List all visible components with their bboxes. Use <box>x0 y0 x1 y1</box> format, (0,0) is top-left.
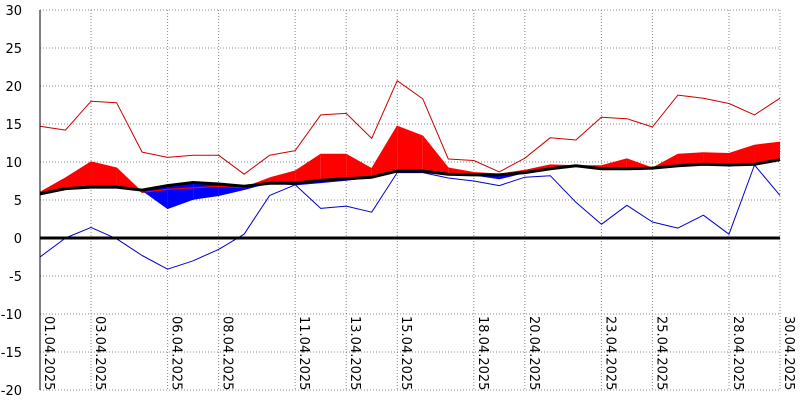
warm-anomaly-area <box>677 152 704 166</box>
y-tick-label: 5 <box>14 194 22 209</box>
x-tick-label: 03.04.2025 <box>92 316 107 390</box>
y-tick-label: 10 <box>5 156 22 171</box>
x-tick-label: 15.04.2025 <box>398 316 413 390</box>
x-tick-label: 18.04.2025 <box>475 316 490 390</box>
warm-anomaly-area <box>91 162 117 188</box>
warm-anomaly-area <box>295 154 321 184</box>
warm-anomaly-area <box>269 171 296 184</box>
warm-anomaly-area <box>754 142 780 165</box>
tick-labels: 30 25 20 15 10 5 0 -5 -10 -15 -20 01.04.2025 03.04.2… <box>1 4 796 399</box>
x-tick-label: 06.04.2025 <box>169 316 184 390</box>
y-tick-label: -5 <box>9 270 22 285</box>
y-tick-label: -15 <box>1 346 22 361</box>
y-tick-label: -10 <box>1 308 22 323</box>
x-tick-label: 20.04.2025 <box>526 316 541 390</box>
mean-line <box>39 158 781 196</box>
warm-anomaly-area <box>346 154 372 179</box>
upper-line <box>39 125 781 193</box>
y-tick-label: 0 <box>14 232 22 247</box>
min-line <box>39 164 781 270</box>
warm-anomaly-area <box>65 162 92 189</box>
warm-anomaly-area <box>422 136 449 175</box>
deviation-fills <box>40 126 780 209</box>
warm-anomaly-area <box>728 145 755 166</box>
y-tick-label: -20 <box>1 384 22 399</box>
x-tick-label: 01.04.2025 <box>41 316 56 390</box>
warm-anomaly-area <box>703 152 729 166</box>
warm-anomaly-area <box>397 126 423 172</box>
y-tick-label: 15 <box>5 118 22 133</box>
x-tick-label: 23.04.2025 <box>602 316 617 390</box>
x-tick-label: 08.04.2025 <box>220 316 235 390</box>
y-tick-label: 20 <box>5 80 22 95</box>
x-tick-label: 13.04.2025 <box>347 316 362 390</box>
warm-anomaly-area <box>601 158 627 169</box>
warm-anomaly-area <box>371 126 398 178</box>
y-tick-label: 25 <box>5 42 22 57</box>
x-tick-label: 25.04.2025 <box>653 316 668 390</box>
series-lines <box>39 80 781 270</box>
x-tick-label: 30.04.2025 <box>781 316 796 390</box>
x-tick-label: 11.04.2025 <box>296 316 311 390</box>
x-tick-label: 28.04.2025 <box>730 316 745 390</box>
warm-anomaly-area <box>320 154 347 181</box>
axes <box>39 10 780 390</box>
max-line <box>39 80 781 175</box>
y-tick-label: 30 <box>5 4 22 19</box>
